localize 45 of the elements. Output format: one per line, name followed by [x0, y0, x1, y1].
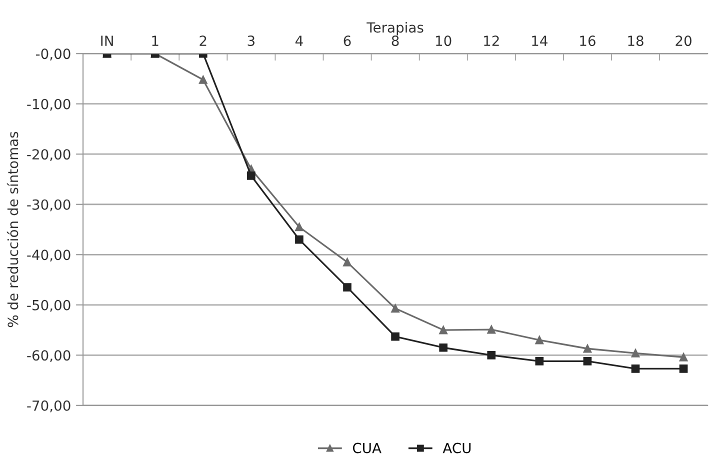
y-tick-label: -50,00 — [27, 300, 70, 312]
y-tick-label: -20,00 — [27, 149, 70, 162]
legend-label: CUA — [352, 442, 382, 454]
x-tick-label: 10 — [436, 36, 452, 46]
x-tick-label: 2 — [200, 36, 206, 46]
point — [631, 364, 640, 373]
point — [295, 235, 304, 244]
point — [583, 357, 592, 366]
point — [583, 344, 592, 353]
point — [343, 258, 352, 266]
y-tick-label: -30,00 — [27, 199, 70, 212]
point — [391, 304, 400, 313]
x-tick-label: 14 — [532, 36, 548, 46]
point — [535, 357, 544, 366]
x-tick-label: 6 — [344, 36, 351, 46]
x-tick-label: 16 — [580, 36, 596, 46]
x-tick-label: IN — [101, 36, 113, 46]
point — [679, 364, 688, 373]
x-tick-label: 18 — [628, 36, 644, 46]
point — [295, 222, 304, 232]
point — [247, 172, 256, 180]
point — [487, 325, 496, 334]
x-tick-label: 1 — [152, 36, 158, 46]
y-tick-label: -60,00 — [27, 350, 70, 362]
y-tick-label: -10,00 — [27, 98, 70, 111]
point — [487, 350, 496, 360]
x-tick-label: 20 — [676, 36, 692, 46]
x-tick-label: 3 — [248, 36, 254, 46]
point — [343, 283, 352, 292]
y-tick-label: -0,00 — [36, 48, 70, 60]
x-tick-label: 8 — [392, 36, 399, 46]
x-tick-label: 4 — [295, 36, 303, 46]
y-tick-label: -40,00 — [27, 250, 70, 262]
point — [535, 336, 544, 344]
point — [631, 348, 640, 358]
legend-label: ACU — [442, 442, 471, 454]
y-tick-label: -70,00 — [27, 400, 70, 412]
point — [391, 332, 400, 341]
point — [439, 326, 448, 334]
x-tick-label: 12 — [484, 36, 499, 46]
point — [439, 343, 448, 352]
point — [679, 353, 688, 362]
x-axis-title: Terapias — [366, 22, 424, 36]
point — [198, 76, 208, 84]
y-axis-title: % de reducción de síntomas — [6, 132, 18, 328]
